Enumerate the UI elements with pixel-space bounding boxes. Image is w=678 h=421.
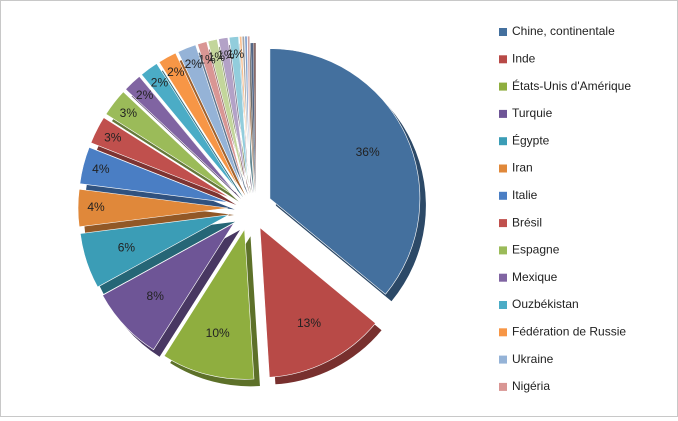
legend-swatch <box>499 28 507 36</box>
pie-slice <box>247 35 251 187</box>
legend-label: Brésil <box>512 215 542 229</box>
data-label: 36% <box>356 145 380 159</box>
pie-slice <box>241 35 250 187</box>
pie-slice <box>218 37 247 187</box>
legend-label: Inde <box>512 51 536 65</box>
pie <box>77 35 421 380</box>
data-label: 2% <box>185 57 203 71</box>
legend-swatch <box>499 382 507 391</box>
data-label: 6% <box>118 240 136 254</box>
legend-label: Ouzbékistan <box>512 297 579 311</box>
data-label: 10% <box>206 326 230 340</box>
pie-slice <box>239 35 250 187</box>
data-label: 13% <box>297 316 321 330</box>
legend-label: Égypte <box>512 132 550 147</box>
pie-slice <box>207 38 246 187</box>
data-label: 1% <box>227 47 245 61</box>
data-label: 2% <box>151 76 169 90</box>
legend: Chine, continentale Inde États-Unis d'Amér… <box>499 24 631 393</box>
legend-swatch <box>499 219 507 228</box>
slice-depth <box>250 43 256 194</box>
legend-swatch <box>499 191 507 200</box>
legend-swatch <box>499 82 507 91</box>
legend-swatch <box>499 137 507 146</box>
pie-slice <box>228 36 249 187</box>
legend-label: Chine, continentale <box>512 24 615 38</box>
pie-slice <box>244 35 250 187</box>
pie-slice <box>177 44 243 188</box>
slice-depth <box>253 43 256 194</box>
pie-slice <box>259 226 376 378</box>
legend-swatch <box>499 301 507 309</box>
data-label: 1% <box>208 50 226 64</box>
legend-swatch <box>499 246 507 255</box>
legend-swatch <box>499 328 507 337</box>
pie-slice <box>102 222 235 351</box>
pie-slice <box>79 146 229 203</box>
data-label: 8% <box>147 289 165 303</box>
data-labels: 36%13%10%8%6%4%4%3%3%2%2%2%2%1%1%1%1% <box>87 47 380 340</box>
data-label: 2% <box>167 65 185 79</box>
legend-swatch <box>499 355 507 364</box>
legend-swatch <box>499 109 507 118</box>
pie-slice <box>269 48 421 295</box>
legend-label: Iran <box>512 161 533 175</box>
legend-swatch <box>499 55 507 64</box>
legend-label: Fédération de Russie <box>512 324 626 338</box>
data-label: 3% <box>120 106 138 120</box>
data-label: 4% <box>87 200 105 214</box>
data-label: 1% <box>217 48 235 62</box>
data-label: 2% <box>136 88 154 102</box>
data-label: 4% <box>92 162 110 176</box>
legend-label: Nigéria <box>512 379 550 393</box>
legend-swatch <box>499 164 507 173</box>
pie-slice <box>197 41 245 187</box>
pie-slice <box>125 75 236 193</box>
legend-label: Espagne <box>512 243 560 257</box>
data-label: 3% <box>104 130 122 144</box>
data-label: 1% <box>198 52 216 66</box>
pie-slice <box>141 63 238 191</box>
pie-slice <box>158 52 240 189</box>
pie-slice <box>105 91 233 195</box>
pie-slice <box>79 214 230 288</box>
legend-label: Turquie <box>512 106 553 120</box>
pie-slice <box>77 188 229 228</box>
legend-label: États-Unis d'Amérique <box>512 78 631 93</box>
legend-label: Italie <box>512 188 538 202</box>
pie-slice <box>163 228 255 380</box>
pie-slice <box>90 117 231 199</box>
legend-label: Mexique <box>512 270 558 284</box>
legend-swatch <box>499 273 507 282</box>
legend-label: Ukraine <box>512 352 554 366</box>
